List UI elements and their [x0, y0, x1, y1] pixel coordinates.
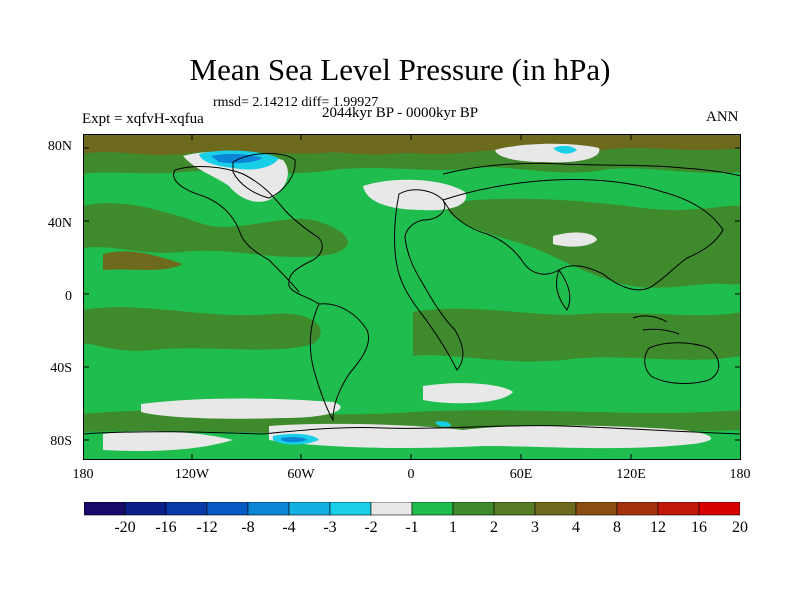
- colorbar-label: 8: [613, 519, 621, 536]
- colorbar-label: 2: [490, 519, 498, 536]
- period-label: 2044kyr BP - 0000kyr BP: [322, 105, 479, 121]
- colorbar-label: -1: [405, 519, 419, 536]
- x-tick-label: 60E: [509, 467, 533, 482]
- y-tick-label: 40N: [47, 216, 72, 231]
- colorbar-label: 4: [572, 519, 580, 536]
- coast-greenland: [232, 152, 296, 199]
- x-tick-label: 0: [407, 467, 415, 482]
- colorbar-label: 12: [650, 519, 666, 536]
- x-tick-label: 120E: [616, 467, 646, 482]
- colorbar-label: -20: [114, 519, 136, 536]
- colorbar-swatch: [411, 502, 454, 516]
- negative-anomaly-regions: [199, 145, 577, 445]
- pressure-map: [83, 134, 741, 460]
- colorbar-label: 20: [732, 519, 748, 536]
- y-tick-label: 80N: [47, 139, 72, 154]
- colorbar-swatch: [247, 502, 290, 516]
- x-tick-label: 180: [729, 467, 751, 482]
- x-tick-label: 60W: [287, 467, 315, 482]
- map-frame: [83, 134, 741, 460]
- x-tick-label: 180: [72, 467, 94, 482]
- colorbar: [84, 502, 740, 516]
- experiment-label: Expt = xqfvH-xqfua: [82, 111, 204, 127]
- colorbar-swatch: [329, 502, 372, 516]
- coast-asia: [442, 179, 724, 291]
- colorbar-swatch: [452, 502, 495, 516]
- y-tick-label: 0: [65, 289, 72, 304]
- colorbar-swatch: [206, 502, 249, 516]
- colorbar-swatch: [84, 502, 126, 516]
- colorbar-swatch: [575, 502, 618, 516]
- colorbar-label: -12: [196, 519, 218, 536]
- y-tick-label: 80S: [50, 434, 72, 449]
- colorbar-swatch: [288, 502, 331, 516]
- season-label: ANN: [706, 109, 739, 125]
- x-tick-label: 120W: [174, 467, 210, 482]
- coast-europe-africa: [394, 189, 464, 371]
- colorbar-swatch: [493, 502, 536, 516]
- colorbar-swatch: [124, 502, 167, 516]
- colorbar-label: -16: [155, 519, 177, 536]
- colorbar-swatch: [534, 502, 577, 516]
- colorbar-label: 16: [691, 519, 707, 536]
- coastlines: [83, 152, 741, 435]
- colorbar-swatch: [165, 502, 208, 516]
- colorbar-label: -3: [323, 519, 337, 536]
- axis-ticks: [83, 134, 741, 460]
- colorbar-swatch: [616, 502, 659, 516]
- stats-line: rmsd= 2.14212 diff= 1.99927: [213, 95, 379, 110]
- colorbar-label: -8: [241, 519, 255, 536]
- colorbar-swatch: [370, 502, 413, 516]
- coast-north-america: [174, 166, 323, 305]
- coast-australia: [644, 342, 720, 384]
- map-title: Mean Sea Level Pressure (in hPa): [189, 52, 611, 87]
- coast-south-america: [309, 303, 369, 422]
- coast-antarctica: [83, 425, 741, 435]
- y-tick-label: 40S: [50, 361, 72, 376]
- colorbar-swatch: [657, 502, 700, 516]
- colorbar-swatch: [698, 502, 740, 516]
- near-zero-regions: [103, 143, 712, 451]
- colorbar-label: -2: [364, 519, 378, 536]
- colorbar-label: 1: [449, 519, 457, 536]
- colorbar-label: 3: [531, 519, 539, 536]
- colorbar-label: -4: [282, 519, 296, 536]
